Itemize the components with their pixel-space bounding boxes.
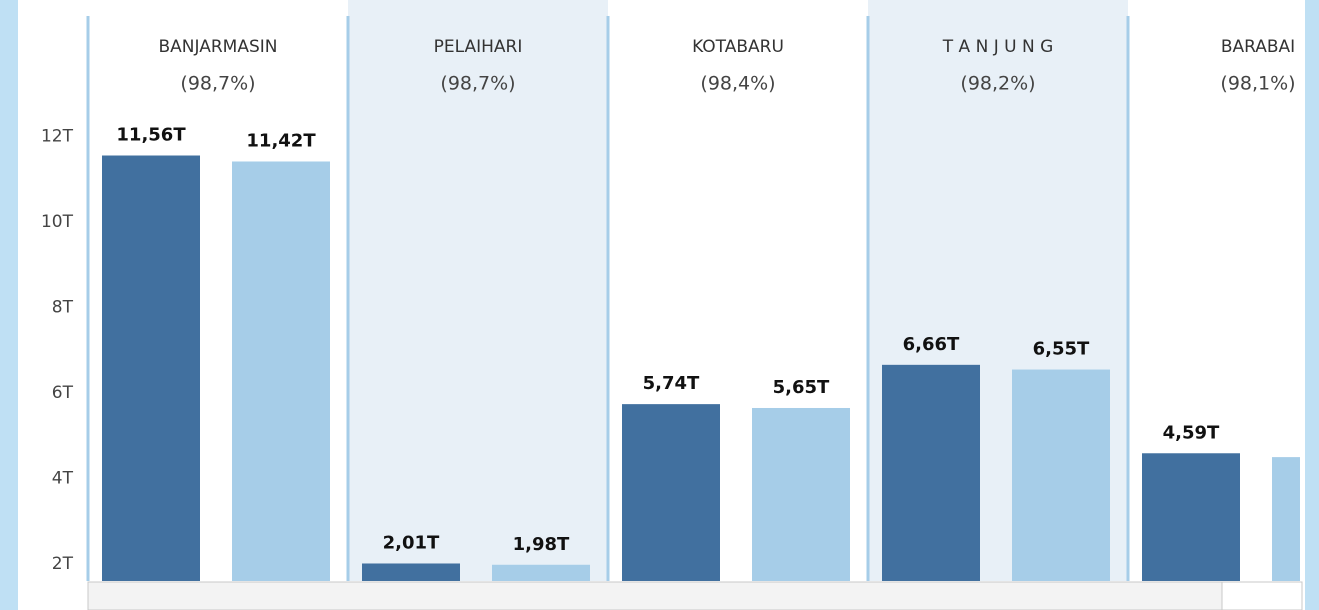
y-tick-label: 2T: [52, 554, 74, 574]
plot: BANJARMASIN (98,7%) 11,56T 11,42T PELAIHARI (…: [86, 0, 1319, 582]
bar: [492, 564, 590, 581]
category-subtitle: (98,4%): [700, 73, 775, 95]
value-label: 11,42T: [246, 130, 316, 151]
y-tick-label: 12T: [41, 127, 74, 147]
scrollbar: [87, 581, 1303, 610]
bar: [752, 407, 850, 581]
value-label: 6,55T: [1033, 339, 1090, 360]
bar: [1012, 369, 1110, 581]
y-tick-label: 4T: [52, 468, 74, 488]
category-label: KOTABARU: [692, 37, 784, 57]
category-label: PELAIHARI: [434, 37, 523, 57]
category-subtitle: (98,7%): [180, 73, 255, 95]
value-label: 6,66T: [903, 334, 960, 355]
y-tick-label: 6T: [52, 383, 74, 403]
value-label: 4: [1315, 426, 1319, 447]
category-subtitle: (98,2%): [960, 73, 1035, 95]
bar: [622, 404, 720, 581]
category-label: BANJARMASIN: [159, 37, 278, 57]
bar: [102, 155, 200, 582]
value-label: 5,65T: [773, 377, 830, 398]
category-label: BARABAI: [1221, 37, 1295, 57]
value-label: 2,01T: [383, 532, 440, 553]
bar: [882, 364, 980, 581]
bar: [1272, 457, 1300, 581]
y-tick-label: 10T: [41, 212, 74, 232]
y-tick-label: 8T: [52, 298, 74, 318]
scroll-thumb: [1221, 581, 1303, 610]
value-label: 5,74T: [643, 373, 700, 394]
bar: [362, 563, 460, 581]
column-band: [348, 0, 608, 581]
category-subtitle: (98,7%): [440, 73, 515, 95]
category-label: T A N J U N G: [942, 37, 1054, 57]
value-label: 11,56T: [116, 125, 186, 146]
category-subtitle: (98,1%): [1220, 73, 1295, 95]
value-label: 1,98T: [513, 534, 570, 555]
value-label: 4,59T: [1163, 422, 1220, 443]
bar: [1142, 453, 1240, 581]
bar: [232, 161, 330, 581]
